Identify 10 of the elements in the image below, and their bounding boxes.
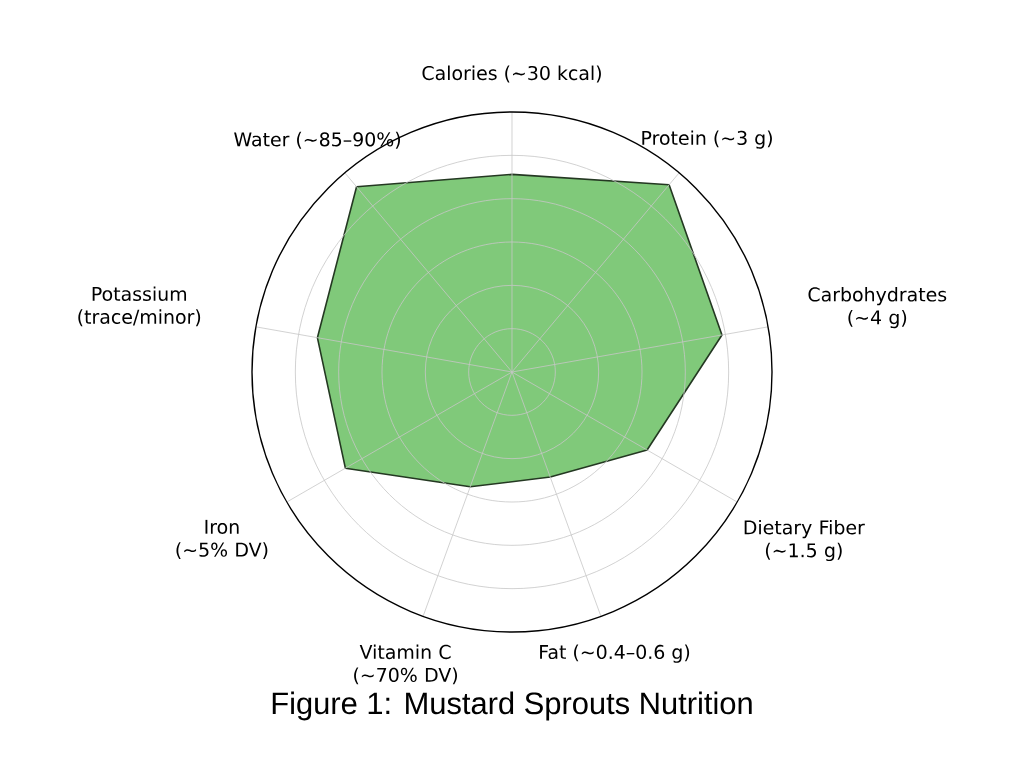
spoke-label: Calories (~30 kcal) bbox=[422, 65, 601, 83]
text: Figure 1: Mustard Sprouts Nutrition bbox=[272, 691, 752, 721]
spoke-label: Iron (~5% DV) bbox=[176, 519, 268, 560]
spoke-label: Fat (~0.4–0.6 g) bbox=[540, 644, 690, 663]
spoke-label: Carbohydrates (~4 g) bbox=[808, 286, 947, 329]
spoke-label: Water (~85–90%) bbox=[234, 131, 401, 149]
spoke-label: Potassium (trace/minor) bbox=[78, 286, 201, 327]
spoke-label: Vitamin C (~70% DV) bbox=[354, 644, 458, 685]
spoke-label: Protein (~3 g) bbox=[642, 130, 772, 149]
spoke-label: Dietary Fiber (~1.5 g) bbox=[744, 519, 865, 562]
